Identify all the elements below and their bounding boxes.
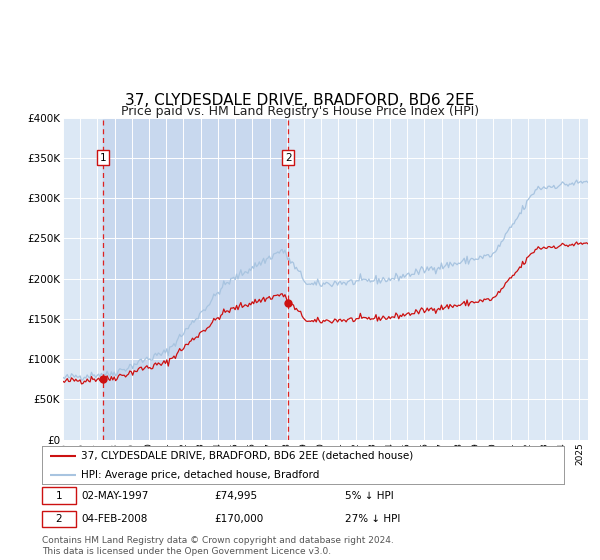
Text: 02-MAY-1997: 02-MAY-1997	[81, 491, 149, 501]
Text: 37, CLYDESDALE DRIVE, BRADFORD, BD6 2EE: 37, CLYDESDALE DRIVE, BRADFORD, BD6 2EE	[125, 93, 475, 108]
Text: 5% ↓ HPI: 5% ↓ HPI	[345, 491, 394, 501]
FancyBboxPatch shape	[42, 511, 76, 527]
Text: 1: 1	[100, 153, 107, 163]
Text: Price paid vs. HM Land Registry's House Price Index (HPI): Price paid vs. HM Land Registry's House …	[121, 105, 479, 118]
Text: HPI: Average price, detached house, Bradford: HPI: Average price, detached house, Brad…	[81, 470, 320, 480]
Bar	[103, 118, 289, 440]
Text: £74,995: £74,995	[214, 491, 257, 501]
Text: 37, CLYDESDALE DRIVE, BRADFORD, BD6 2EE (detached house): 37, CLYDESDALE DRIVE, BRADFORD, BD6 2EE …	[81, 451, 413, 461]
Text: 1: 1	[56, 491, 62, 501]
Text: 2: 2	[285, 153, 292, 163]
Text: Contains HM Land Registry data © Crown copyright and database right 2024.
This d: Contains HM Land Registry data © Crown c…	[42, 536, 394, 556]
FancyBboxPatch shape	[42, 488, 76, 503]
Text: 2: 2	[56, 514, 62, 524]
Text: 27% ↓ HPI: 27% ↓ HPI	[345, 514, 400, 524]
Text: £170,000: £170,000	[214, 514, 263, 524]
Text: 04-FEB-2008: 04-FEB-2008	[81, 514, 148, 524]
